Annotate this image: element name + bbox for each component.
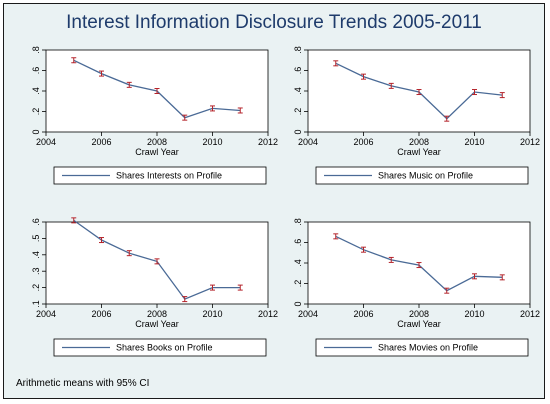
data-point-ci [444,287,450,294]
data-point-ci [333,233,339,240]
legend-box [315,338,529,357]
y-tick-label: .6 [293,239,303,247]
x-tick-label: 2012 [520,309,540,319]
x-axis-title: Crawl Year [397,319,441,329]
x-tick-label: 2008 [147,309,167,319]
legend-box [315,166,529,185]
data-point-ci [210,105,215,112]
legend-label: Shares Interests on Profile [116,171,222,181]
y-tick-label: .4 [31,87,41,95]
y-tick-label: 0 [31,129,41,134]
data-point-ci [71,57,77,64]
x-tick-label: 2004 [298,137,318,147]
panel-interests: 0 .2 .4 .6 .8 2004 2006 2008 2010 2012 Crawl Year S… [12,42,282,212]
data-point-ci [388,256,394,263]
x-tick-label: 2012 [258,309,278,319]
y-tick-label: .8 [293,46,303,54]
data-point-ci [154,258,160,265]
chart-panel-4: 0 .2 .4 .6 .8 2004 2006 2008 2010 2012 Crawl Year S… [293,218,540,357]
x-axis-title: Crawl Year [135,147,179,157]
x-tick-label: 2006 [91,309,111,319]
x-tick-label: 2008 [409,309,429,319]
y-tick-label: .1 [31,300,41,308]
y-tick-label: .5 [31,235,41,243]
y-tick-label: .8 [293,218,303,226]
y-tick-label: .8 [31,46,41,54]
y-tick-label: .2 [293,108,303,116]
data-point-ci [71,217,77,224]
x-tick-label: 2006 [353,309,373,319]
data-point-ci [472,89,477,96]
x-tick-label: 2010 [464,309,484,319]
y-tick-label: .6 [31,218,41,226]
y-tick-label: .4 [293,259,303,267]
panel-movies: 0 .2 .4 .6 .8 2004 2006 2008 2010 2012 Crawl Year S… [274,214,544,384]
legend-label: Shares Music on Profile [378,171,473,181]
x-tick-label: 2008 [409,137,429,147]
data-point-ci [126,250,132,257]
y-tick-label: .3 [31,267,41,275]
data-point-ci [499,92,505,99]
chart-panel-2: 0 .2 .4 .6 .8 2004 2006 2008 2010 2012 Crawl Year S… [293,46,540,185]
data-point-ci [388,82,394,89]
data-point-ci [182,296,188,303]
legend-label: Shares Movies on Profile [378,343,478,353]
chart-title: Interest Information Disclosure Trends 2… [66,12,482,33]
x-tick-label: 2004 [36,137,56,147]
x-tick-label: 2004 [298,309,318,319]
x-tick-label: 2004 [36,309,56,319]
data-point-ci [361,246,366,253]
x-axis-title: Crawl Year [135,319,179,329]
x-tick-label: 2010 [202,137,222,147]
x-tick-label: 2010 [202,309,222,319]
data-point-ci [126,81,132,88]
y-tick-label: .4 [293,87,303,95]
legend-box [53,338,267,357]
data-point-ci [361,73,366,80]
data-point-ci [333,60,339,67]
figure-frame: Interest Information Disclosure Trends 2… [3,3,545,399]
footnote: Arithmetic means with 95% CI [16,378,150,389]
x-axis-title: Crawl Year [397,147,441,157]
data-point-ci [99,70,104,77]
y-tick-label: .2 [31,284,41,292]
chart-panel-1: 0 .2 .4 .6 .8 2004 2006 2008 2010 2012 Crawl Year S… [31,46,278,185]
x-tick-label: 2012 [258,137,278,147]
y-tick-label: 0 [293,129,303,134]
x-tick-label: 2008 [147,137,167,147]
y-tick-label: .2 [293,280,303,288]
x-tick-label: 2006 [91,137,111,147]
data-point-ci [99,237,104,244]
y-tick-label: 0 [293,301,303,306]
panel-books: .1 .2 .3 .4 .5 .6 2004 2006 2008 2010 2012 Crawl Ye… [12,214,282,384]
data-point-ci [237,107,243,114]
data-point-ci [499,274,505,281]
data-point-ci [416,89,422,96]
data-point-ci [182,114,188,121]
y-tick-label: .6 [293,67,303,75]
x-tick-label: 2012 [520,137,540,147]
y-tick-label: .2 [31,108,41,116]
legend-label: Shares Books on Profile [116,343,213,353]
x-tick-label: 2010 [464,137,484,147]
chart-panel-3: .1 .2 .3 .4 .5 .6 2004 2006 2008 2010 2012 Crawl Ye… [31,217,278,357]
data-point-ci [154,88,160,94]
panel-music: 0 .2 .4 .6 .8 2004 2006 2008 2010 2012 Crawl Year S… [274,42,544,212]
legend-box [53,166,267,185]
data-point-ci [210,284,215,291]
data-point-ci [416,262,422,269]
x-tick-label: 2006 [353,137,373,147]
y-tick-label: .6 [31,67,41,75]
data-point-ci [444,115,450,122]
y-tick-label: .4 [31,251,41,259]
data-point-ci [237,284,243,291]
data-point-ci [472,273,477,280]
